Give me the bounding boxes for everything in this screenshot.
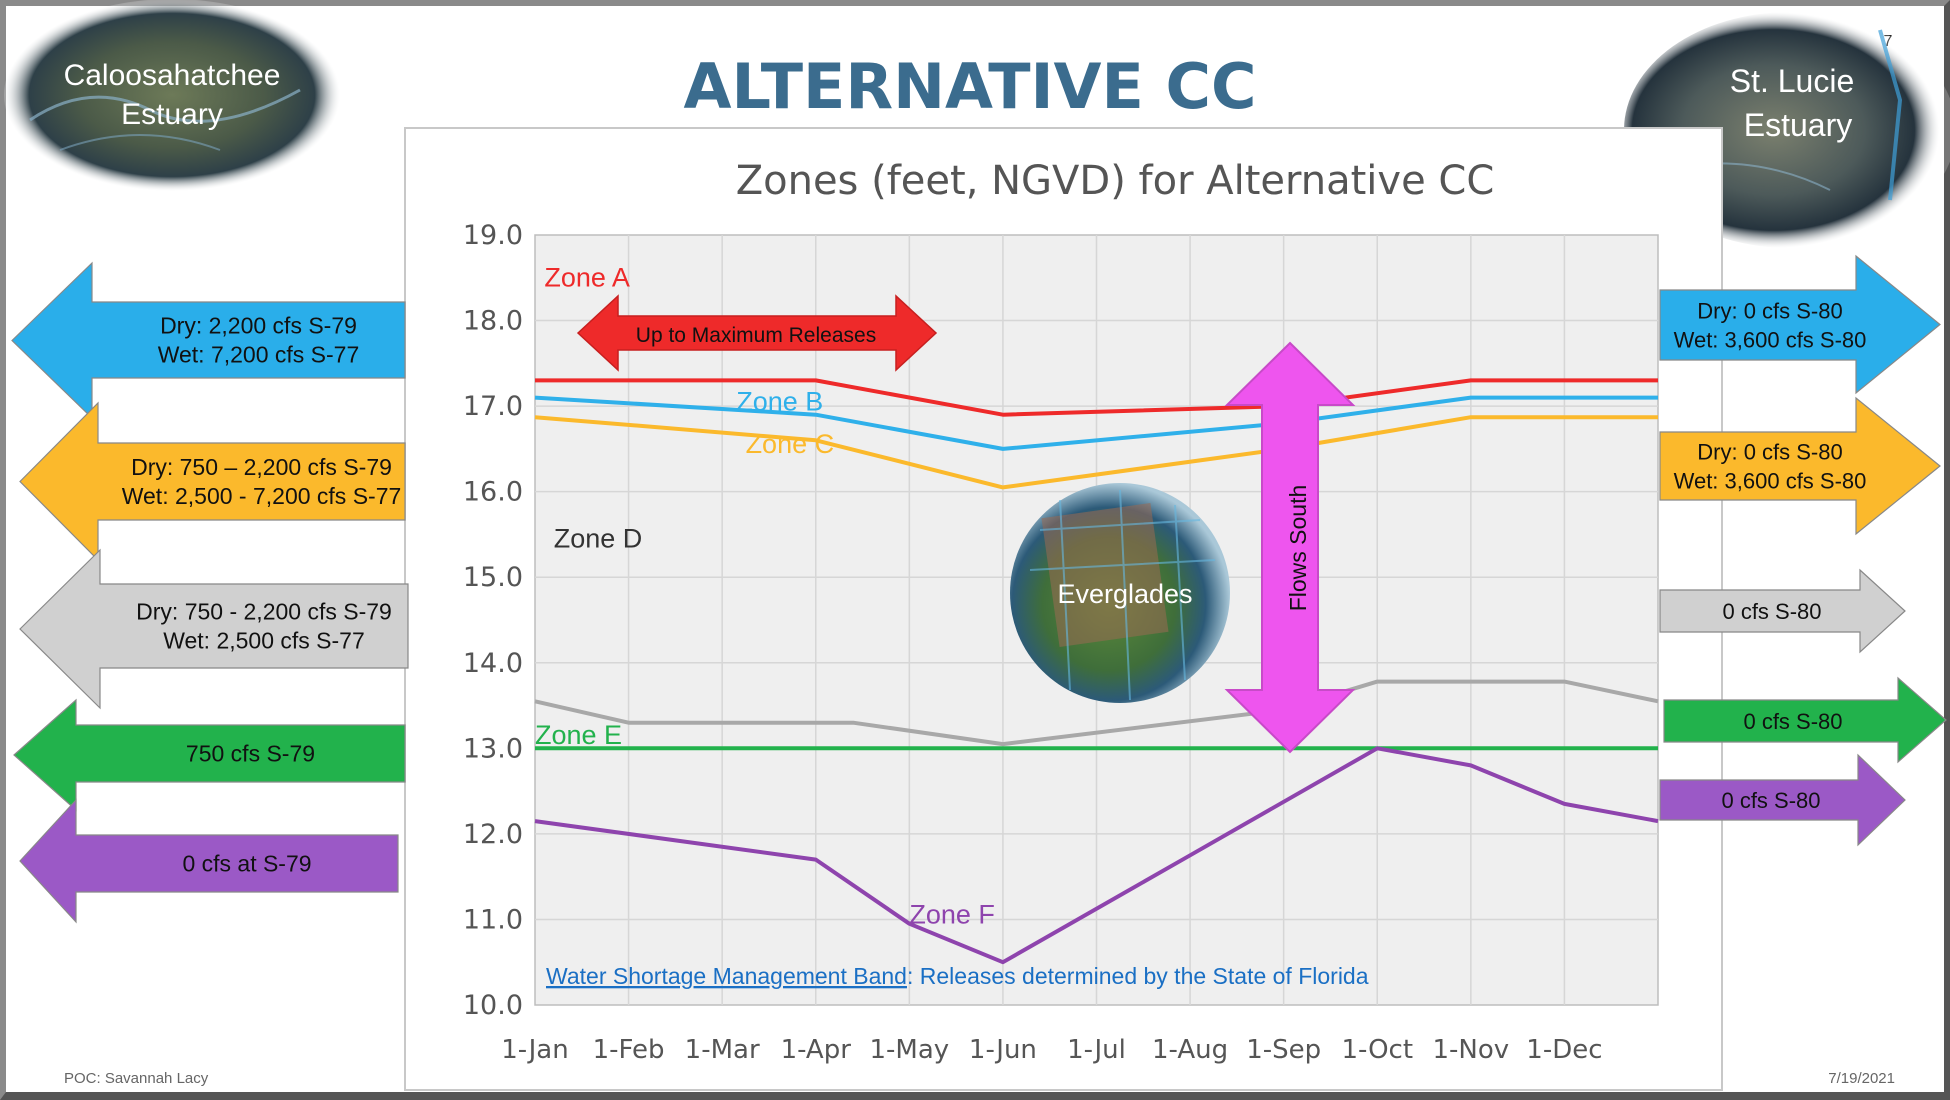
caloosahatchee-estuary-image: Caloosahatchee Estuary (4, 0, 340, 191)
water-shortage-rest: : Releases determined by the State of Fl… (907, 963, 1369, 989)
zone-label: Zone C (746, 429, 835, 459)
left-arrow-text: Dry: 750 – 2,200 cfs S-79 (131, 454, 392, 480)
left-arrow-text: Dry: 750 - 2,200 cfs S-79 (136, 599, 392, 625)
y-tick-label: 13.0 (463, 733, 523, 764)
left-release-arrow (19, 548, 409, 710)
x-tick-label: 1-Oct (1341, 1035, 1413, 1065)
y-tick-label: 14.0 (463, 648, 523, 679)
zone-line (534, 746, 1659, 965)
right-arrow-text: Dry: 0 cfs S-80 (1697, 440, 1842, 465)
right-arrow-text: 0 cfs S-80 (1721, 788, 1820, 813)
x-tick-label: 1-Feb (593, 1035, 665, 1065)
footer-poc: POC: Savannah Lacy (64, 1070, 209, 1087)
left-arrow-text: 0 cfs at S-79 (182, 851, 311, 877)
x-tick-label: 1-Jun (969, 1035, 1037, 1065)
right-estuary-line2: Estuary (1744, 107, 1852, 143)
zone-line (535, 378, 1658, 417)
water-shortage-link[interactable]: Water Shortage Management Band (546, 963, 907, 989)
y-tick-label: 12.0 (463, 819, 523, 850)
x-tick-label: 1-May (869, 1035, 949, 1065)
right-release-arrows: Dry: 0 cfs S-80 Wet: 3,600 cfs S-80 Dry: 0… (1659, 254, 1947, 847)
zone-line (534, 679, 1659, 747)
left-arrow-text: Wet: 7,200 cfs S-77 (158, 342, 360, 368)
left-release-arrows: Dry: 2,200 cfs S-79 Wet: 7,200 cfs S-77 Dr… (11, 261, 409, 924)
water-shortage-note: Water Shortage Management Band: Releases… (546, 963, 1369, 989)
right-release-arrow (1659, 254, 1941, 395)
footer-date: 7/19/2021 (1828, 1070, 1895, 1087)
x-tick-label: 1-Sep (1246, 1035, 1321, 1065)
x-tick-label: 1-Mar (685, 1035, 760, 1065)
y-tick-label: 16.0 (463, 477, 523, 508)
y-tick-label: 15.0 (463, 562, 523, 593)
y-tick-label: 17.0 (463, 391, 523, 422)
right-arrow-text: Wet: 3,600 cfs S-80 (1674, 469, 1867, 494)
zone-label: Zone A (544, 262, 630, 292)
zone-line (534, 415, 1658, 490)
flows-south-label: Flows South (1285, 485, 1311, 612)
y-tick-label: 19.0 (463, 220, 523, 251)
x-axis-ticks: 1-Jan 1-Feb 1-Mar 1-Apr 1-May 1-Jun 1-Jul 1-Aug… (501, 1035, 1602, 1065)
left-arrow-text: Dry: 2,200 cfs S-79 (160, 313, 357, 339)
left-estuary-line1: Caloosahatchee (64, 59, 281, 92)
right-release-arrow (1663, 676, 1947, 764)
zone-labels: Zone A Zone B Zone C Zone D Zone E Zone F (535, 262, 995, 929)
left-arrow-text: Wet: 2,500 - 7,200 cfs S-77 (122, 483, 402, 509)
y-tick-label: 11.0 (463, 904, 523, 935)
x-tick-label: 1-Dec (1526, 1035, 1602, 1065)
right-release-arrow (1659, 568, 1906, 654)
zone-line (534, 395, 1658, 451)
right-arrow-text: Dry: 0 cfs S-80 (1697, 299, 1842, 324)
slide-title: ALTERNATIVE CC (684, 50, 1257, 123)
zone-label: Zone D (554, 523, 643, 553)
zone-lines (534, 378, 1659, 965)
x-tick-label: 1-Apr (781, 1035, 852, 1065)
right-arrow-text: 0 cfs S-80 (1743, 709, 1842, 734)
zone-label: Zone E (535, 720, 622, 750)
left-release-arrow (19, 401, 406, 562)
left-estuary-line2: Estuary (121, 98, 223, 131)
x-tick-label: 1-Jul (1067, 1035, 1126, 1065)
x-tick-label: 1-Jan (501, 1035, 568, 1065)
left-release-arrow (19, 798, 399, 924)
right-release-arrow (1659, 396, 1941, 536)
chart-title: Zones (feet, NGVD) for Alternative CC (736, 158, 1495, 204)
right-arrow-text: Wet: 3,600 cfs S-80 (1674, 328, 1867, 353)
left-arrow-text: Wet: 2,500 cfs S-77 (163, 628, 365, 654)
y-tick-label: 18.0 (463, 306, 523, 337)
right-arrow-text: 0 cfs S-80 (1722, 599, 1821, 624)
everglades-label: Everglades (1057, 579, 1192, 609)
zone-label: Zone B (736, 386, 823, 416)
right-estuary-line1: St. Lucie (1730, 63, 1855, 99)
st-lucie-estuary-image: St. Lucie Estuary (1624, 12, 1950, 248)
flows-south-arrow: Flows South (1224, 341, 1356, 754)
x-tick-label: 1-Nov (1432, 1035, 1509, 1065)
max-releases-label: Up to Maximum Releases (636, 324, 876, 347)
left-arrow-text: 750 cfs S-79 (186, 741, 315, 767)
x-tick-label: 1-Aug (1152, 1035, 1228, 1065)
right-release-arrow (1659, 753, 1906, 847)
left-release-arrow (11, 261, 406, 420)
everglades-image: Everglades (1010, 483, 1230, 703)
max-releases-arrow: Up to Maximum Releases (576, 294, 938, 372)
zone-label: Zone F (909, 900, 995, 930)
y-tick-label: 10.0 (463, 990, 523, 1021)
y-axis-ticks: 10.0 11.0 12.0 13.0 14.0 15.0 16.0 17.0 18.0 19.0 (463, 220, 523, 1021)
